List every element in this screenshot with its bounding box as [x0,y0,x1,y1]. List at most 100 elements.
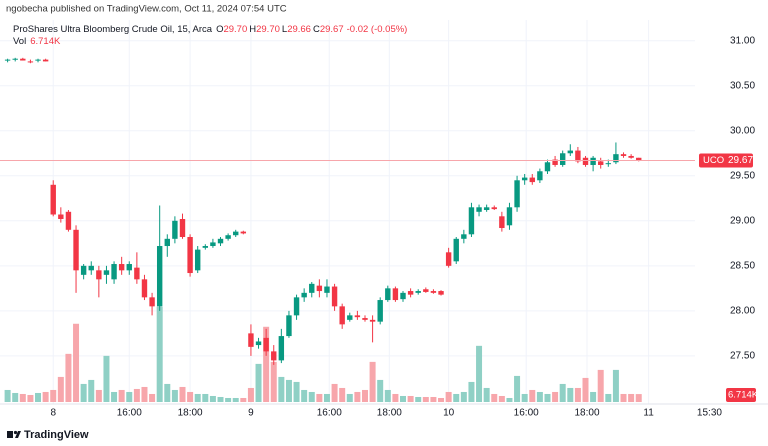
x-tick-label: 11 [643,408,654,419]
candle-body [65,211,72,230]
footer-brand: TradingView [24,429,89,441]
candle-body [164,238,170,247]
y-tick-label: 28.00 [730,305,755,316]
volume-bar [156,306,163,402]
candle-body [544,162,551,172]
candle-body [354,315,361,318]
candle-body [134,267,140,280]
candle-body [636,157,642,161]
volume-bar [597,369,604,402]
y-tick-label: 28.50 [730,260,755,271]
change: -0.02 (-0.05%) [347,24,408,35]
volume-bar [35,392,42,402]
candle-body [58,214,64,220]
candle-layer [4,57,642,365]
candle-body [88,265,94,271]
volume-bar [514,375,521,402]
volume-bar [491,393,498,402]
candle-body [278,336,285,361]
h-label: H [249,24,256,35]
volume-bar [339,387,346,402]
candle-body [605,163,612,165]
volume-bar [217,396,224,402]
o-value: 29.70 [223,24,247,35]
volume-bar [323,393,330,402]
volume-bar [263,326,270,402]
volume-bar [590,391,597,402]
volume-name: Vol [13,36,26,47]
candle-body [453,238,459,262]
candle-body [111,264,117,280]
x-tick-label: 15:30 [697,408,722,419]
candle-body [263,337,269,352]
l-label: L [282,24,287,35]
y-tick-label: 29.50 [730,170,755,181]
volume-bar [422,396,429,402]
volume-bar [361,389,368,402]
candle-body [559,153,566,165]
candle-body [4,59,11,61]
candle-body [103,270,110,275]
volume-bar [574,387,581,402]
volume-bar [225,397,232,402]
candle-body [567,150,573,154]
x-tick-label: 8 [50,408,56,419]
volume-bar [316,393,323,402]
candle-body [316,285,323,292]
volume-bar [88,379,95,402]
volume-tag-value: 6.714K [728,390,759,401]
volume-bar [50,389,57,402]
volume-bar [438,397,445,402]
volume-bar [133,388,140,402]
volume-bar [73,323,80,402]
volume-bar [27,394,34,402]
candle-body [392,288,399,301]
volume-bar [278,376,285,402]
candle-body [217,238,224,244]
volume-bar [415,396,422,402]
candle-body [483,207,490,210]
candle-body [202,246,209,248]
volume-bar [384,389,391,402]
y-tick-label: 30.00 [730,125,755,136]
candle-body [233,231,239,236]
volume-bar [635,394,642,402]
volume-bar [57,376,64,402]
c-label: C [313,24,320,35]
volume-bar [552,391,559,402]
candle-body [309,283,315,293]
x-tick-label: 18:00 [178,408,203,419]
x-tick-label: 16:00 [514,408,539,419]
volume-bar [483,387,490,402]
volume-bar [612,369,619,402]
candle-body [461,234,467,239]
candle-body [628,155,634,158]
candle-body [141,279,148,298]
volume-bar [141,386,148,402]
y-tick-label: 30.50 [730,80,755,91]
price-tag [699,153,753,168]
candle-body [613,154,619,163]
volume-bar [232,397,239,402]
candle-body [582,157,589,165]
volume-bar [255,363,262,402]
candle-body [552,159,558,165]
volume-bar [544,393,551,402]
h-value: 29.70 [256,24,280,35]
volume-bar [460,391,467,402]
candle-body [255,341,262,346]
price-tag-value: 29.67 [728,155,753,166]
volume-bar [164,383,171,402]
volume-bar [354,391,361,402]
candle-body [491,207,497,210]
candle-body [80,265,87,275]
candle-body [468,207,475,235]
y-tick-label: 29.00 [730,215,755,226]
candle-body [172,220,178,239]
candle-body [118,264,125,271]
grid [0,20,695,404]
volume-bar [42,391,49,402]
candle-body [529,177,535,183]
chart-title: ProShares Ultra Bloomberg Crude Oil, 15,… [13,24,213,35]
